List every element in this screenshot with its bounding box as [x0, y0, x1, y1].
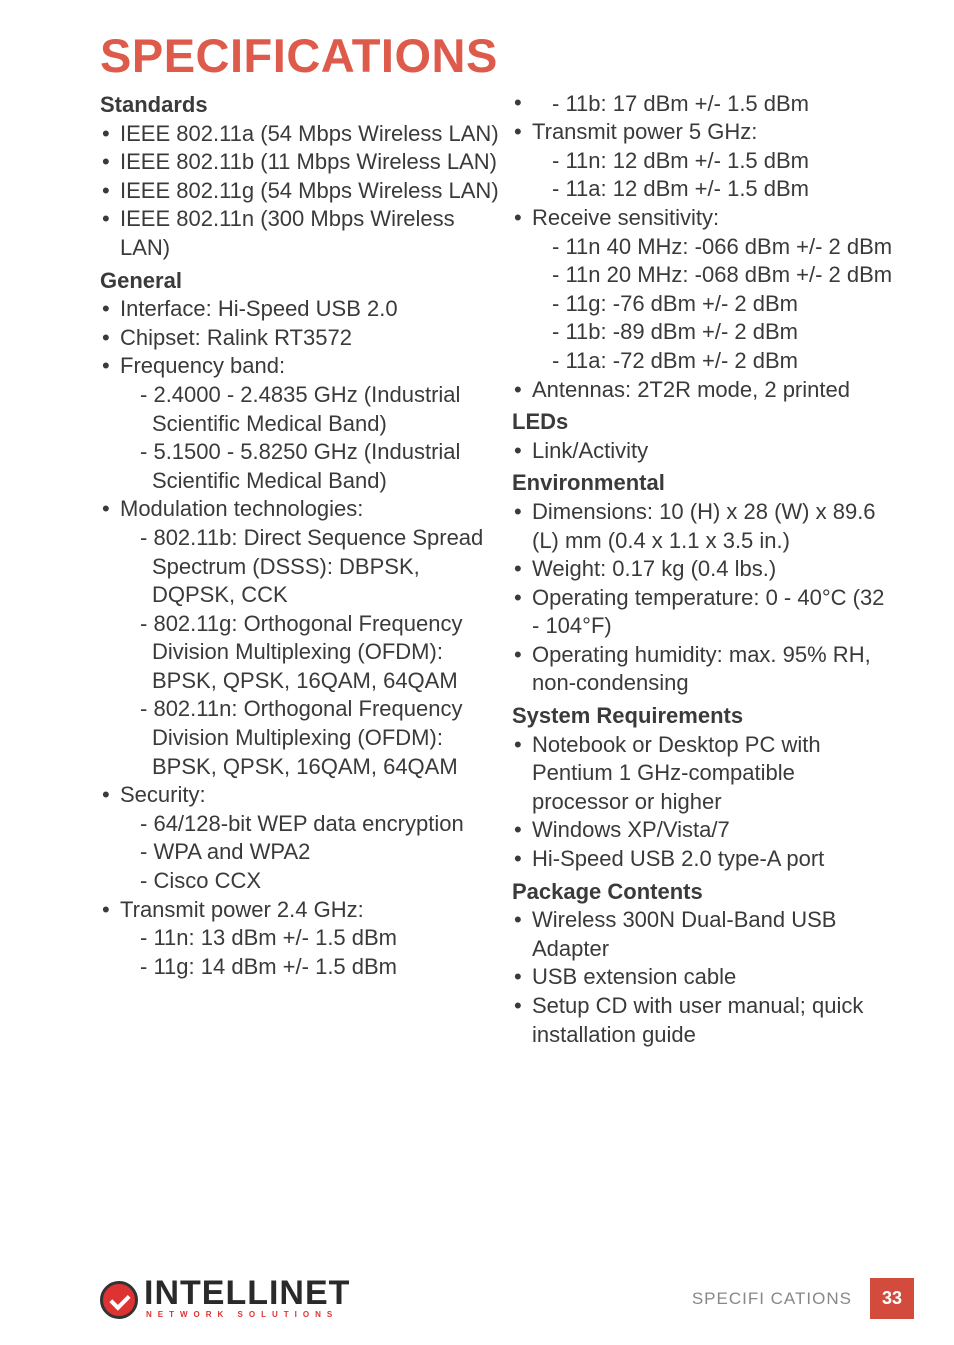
- list-item: Dimensions: 10 (H) x 28 (W) x 89.6 (L) m…: [512, 498, 894, 555]
- tx5-sublist: 11n: 12 dBm +/- 1.5 dBm 11a: 12 dBm +/- …: [532, 147, 894, 204]
- list-item: 11n 20 MHz: -068 dBm +/- 2 dBm: [532, 261, 894, 290]
- list-item: 11g: -76 dBm +/- 2 dBm: [532, 290, 894, 319]
- general-list: Interface: Hi-Speed USB 2.0 Chipset: Ral…: [100, 295, 500, 981]
- list-item: Setup CD with user manual; quick install…: [512, 992, 894, 1049]
- list-item: Notebook or Desktop PC with Pentium 1 GH…: [512, 731, 894, 817]
- leds-heading: LEDs: [512, 408, 894, 437]
- security-label: Security:: [120, 782, 206, 807]
- freq-sublist: 2.4000 - 2.4835 GHz (Industrial Scientif…: [120, 381, 500, 495]
- list-item: IEEE 802.11a (54 Mbps Wireless LAN): [100, 120, 500, 149]
- rx-label: Receive sensitivity:: [532, 205, 719, 230]
- brand-logo: INTELLINET NETWORK SOLUTIONS: [100, 1281, 350, 1319]
- list-item: 802.11n: Orthogonal Frequency Division M…: [120, 695, 500, 781]
- list-item: WPA and WPA2: [120, 838, 500, 867]
- freq-label: Frequency band:: [120, 353, 285, 378]
- tx5-label: Transmit power 5 GHz:: [532, 119, 757, 144]
- env-list: Dimensions: 10 (H) x 28 (W) x 89.6 (L) m…: [512, 498, 894, 698]
- list-item: Chipset: Ralink RT3572: [100, 324, 500, 353]
- list-item: 11n: 13 dBm +/- 1.5 dBm: [120, 924, 500, 953]
- tx24-sublist: 11n: 13 dBm +/- 1.5 dBm 11g: 14 dBm +/- …: [120, 924, 500, 981]
- security-sublist: 64/128-bit WEP data encryption WPA and W…: [120, 810, 500, 896]
- list-item: Antennas: 2T2R mode, 2 printed: [512, 376, 894, 405]
- list-item: Receive sensitivity: 11n 40 MHz: -066 dB…: [512, 204, 894, 376]
- page-title: SPECIFICATIONS: [100, 28, 894, 83]
- checkmark-icon: [100, 1281, 138, 1319]
- list-item: Cisco CCX: [120, 867, 500, 896]
- list-item: IEEE 802.11g (54 Mbps Wireless LAN): [100, 177, 500, 206]
- list-item: Windows XP/Vista/7: [512, 816, 894, 845]
- content-columns: Standards IEEE 802.11a (54 Mbps Wireless…: [100, 89, 894, 1049]
- logo-text: INTELLINET NETWORK SOLUTIONS: [144, 1282, 350, 1317]
- list-item: IEEE 802.11n (300 Mbps Wireless LAN): [100, 205, 500, 262]
- standards-heading: Standards: [100, 91, 500, 120]
- tx24-label: Transmit power 2.4 GHz:: [120, 897, 364, 922]
- left-column: Standards IEEE 802.11a (54 Mbps Wireless…: [100, 89, 500, 1049]
- list-item: Security: 64/128-bit WEP data encryption…: [100, 781, 500, 895]
- list-item: Weight: 0.17 kg (0.4 lbs.): [512, 555, 894, 584]
- list-item: Hi-Speed USB 2.0 type-A port: [512, 845, 894, 874]
- logo-sub-text: NETWORK SOLUTIONS: [146, 1312, 350, 1318]
- list-item: Operating temperature: 0 - 40°C (32 - 10…: [512, 584, 894, 641]
- list-item: Transmit power 5 GHz: 11n: 12 dBm +/- 1.…: [512, 118, 894, 204]
- sys-list: Notebook or Desktop PC with Pentium 1 GH…: [512, 731, 894, 874]
- pkg-list: Wireless 300N Dual-Band USB Adapter USB …: [512, 906, 894, 1049]
- footer-section-label: SPECIFI CATIONS: [692, 1289, 852, 1309]
- general-heading: General: [100, 267, 500, 296]
- list-item: 2.4000 - 2.4835 GHz (Industrial Scientif…: [120, 381, 500, 438]
- list-item: Link/Activity: [512, 437, 894, 466]
- list-item: Operating humidity: max. 95% RH, non-con…: [512, 641, 894, 698]
- leds-list: Link/Activity: [512, 437, 894, 466]
- list-item: IEEE 802.11b (11 Mbps Wireless LAN): [100, 148, 500, 177]
- list-item: 802.11b: Direct Sequence Spread Spectrum…: [120, 524, 500, 610]
- list-item: 5.1500 - 5.8250 GHz (Industrial Scientif…: [120, 438, 500, 495]
- list-item: 11a: 12 dBm +/- 1.5 dBm: [532, 175, 894, 204]
- page-footer: INTELLINET NETWORK SOLUTIONS SPECIFI CAT…: [100, 1278, 914, 1319]
- list-item: Interface: Hi-Speed USB 2.0: [100, 295, 500, 324]
- list-item: USB extension cable: [512, 963, 894, 992]
- list-item: 11b: 17 dBm +/- 1.5 dBm: [532, 90, 894, 119]
- page-number: 33: [870, 1278, 914, 1319]
- list-item: Modulation technologies: 802.11b: Direct…: [100, 495, 500, 781]
- list-item: Frequency band: 2.4000 - 2.4835 GHz (Ind…: [100, 352, 500, 495]
- env-heading: Environmental: [512, 469, 894, 498]
- pkg-heading: Package Contents: [512, 878, 894, 907]
- list-item: 802.11g: Orthogonal Frequency Division M…: [120, 610, 500, 696]
- rx-sublist: 11n 40 MHz: -066 dBm +/- 2 dBm 11n 20 MH…: [532, 233, 894, 376]
- footer-right: SPECIFI CATIONS 33: [692, 1278, 914, 1319]
- general-continued: . 11b: 17 dBm +/- 1.5 dBm Transmit power…: [512, 89, 894, 404]
- logo-main-text: INTELLINET: [144, 1282, 350, 1306]
- right-column: . 11b: 17 dBm +/- 1.5 dBm Transmit power…: [512, 89, 894, 1049]
- standards-list: IEEE 802.11a (54 Mbps Wireless LAN) IEEE…: [100, 120, 500, 263]
- mod-label: Modulation technologies:: [120, 496, 363, 521]
- list-item: 64/128-bit WEP data encryption: [120, 810, 500, 839]
- list-item: 11a: -72 dBm +/- 2 dBm: [532, 347, 894, 376]
- list-item: . 11b: 17 dBm +/- 1.5 dBm: [512, 89, 894, 118]
- list-item: Wireless 300N Dual-Band USB Adapter: [512, 906, 894, 963]
- list-item: 11b: -89 dBm +/- 2 dBm: [532, 318, 894, 347]
- list-item: 11g: 14 dBm +/- 1.5 dBm: [120, 953, 500, 982]
- tx24-cont-sublist: 11b: 17 dBm +/- 1.5 dBm: [532, 90, 894, 119]
- mod-sublist: 802.11b: Direct Sequence Spread Spectrum…: [120, 524, 500, 781]
- list-item: 11n 40 MHz: -066 dBm +/- 2 dBm: [532, 233, 894, 262]
- sys-heading: System Requirements: [512, 702, 894, 731]
- list-item: 11n: 12 dBm +/- 1.5 dBm: [532, 147, 894, 176]
- list-item: Transmit power 2.4 GHz: 11n: 13 dBm +/- …: [100, 896, 500, 982]
